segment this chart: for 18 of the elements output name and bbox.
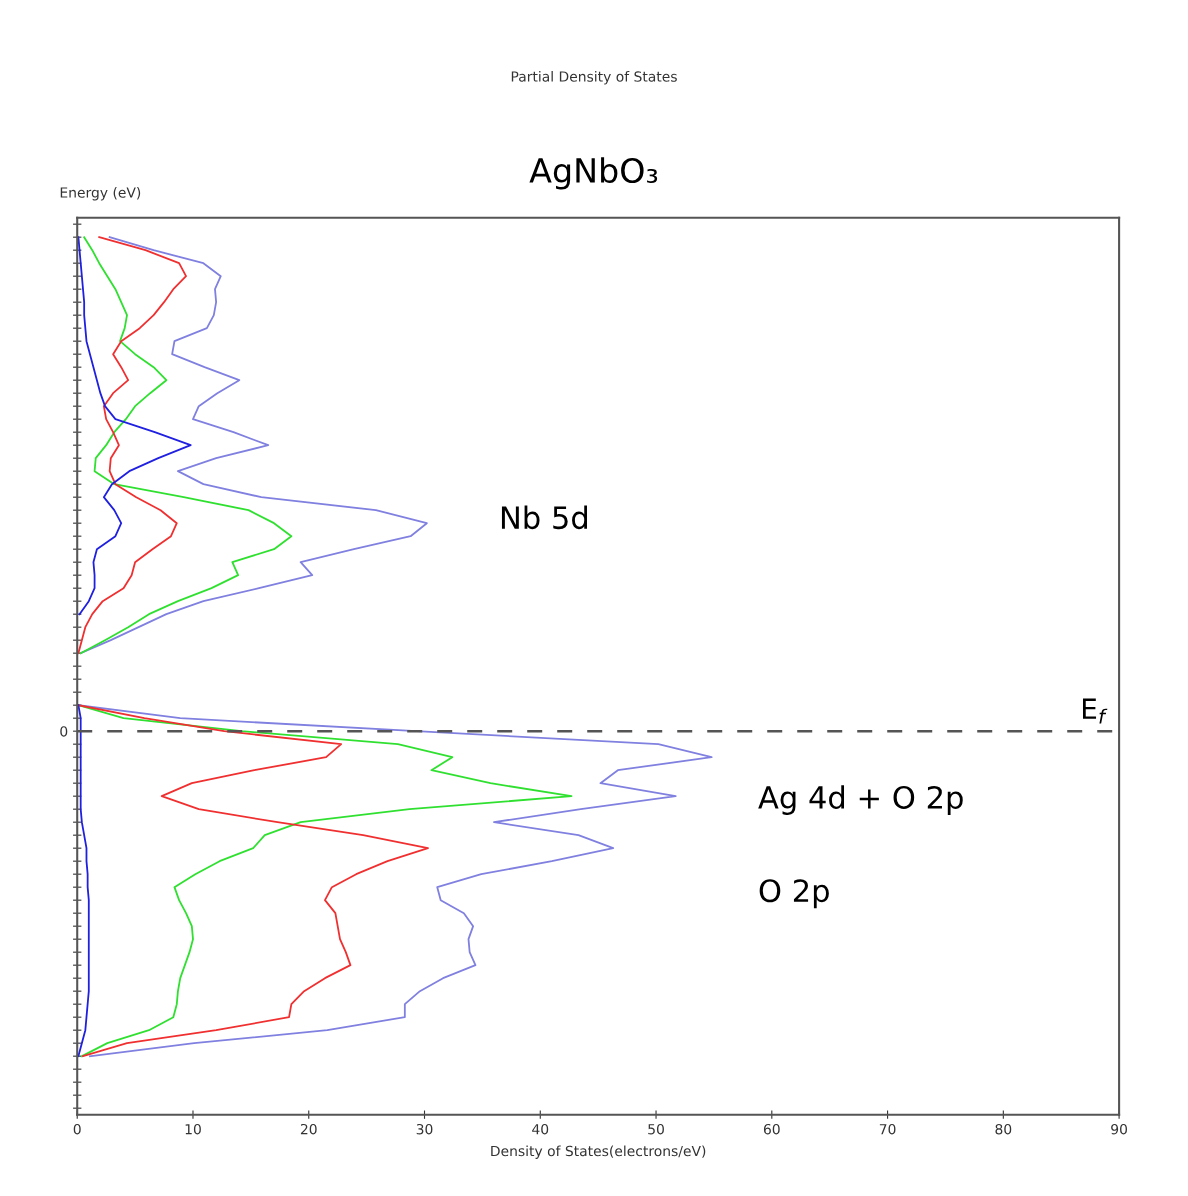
x-tick-label: 50 bbox=[648, 1123, 664, 1135]
x-axis-title: Density of States(electrons/eV) bbox=[491, 1145, 706, 1159]
ref-line-label: E$_{f}$ bbox=[1083, 698, 1108, 724]
x-tick-label: 80 bbox=[995, 1123, 1012, 1135]
x-tick-label: 60 bbox=[763, 1123, 780, 1135]
annotation: Nb 5d bbox=[501, 505, 587, 530]
chart-subtitle: AgNbO₃ bbox=[529, 157, 658, 190]
annotation: O 2p bbox=[759, 879, 829, 909]
x-tick-label: 90 bbox=[1111, 1123, 1128, 1135]
x-tick-label: 0 bbox=[73, 1123, 81, 1135]
x-tick-label: 30 bbox=[416, 1123, 433, 1135]
x-tick-label: 10 bbox=[185, 1123, 201, 1135]
x-tick-label: 20 bbox=[300, 1123, 317, 1135]
y-axis-title: Energy (eV) bbox=[60, 187, 141, 201]
x-tick-label: 70 bbox=[879, 1123, 896, 1135]
annotation: Ag 4d + O 2p bbox=[758, 785, 963, 815]
x-tick-label: 40 bbox=[532, 1123, 549, 1135]
chart-title: Partial Density of States bbox=[511, 71, 677, 85]
